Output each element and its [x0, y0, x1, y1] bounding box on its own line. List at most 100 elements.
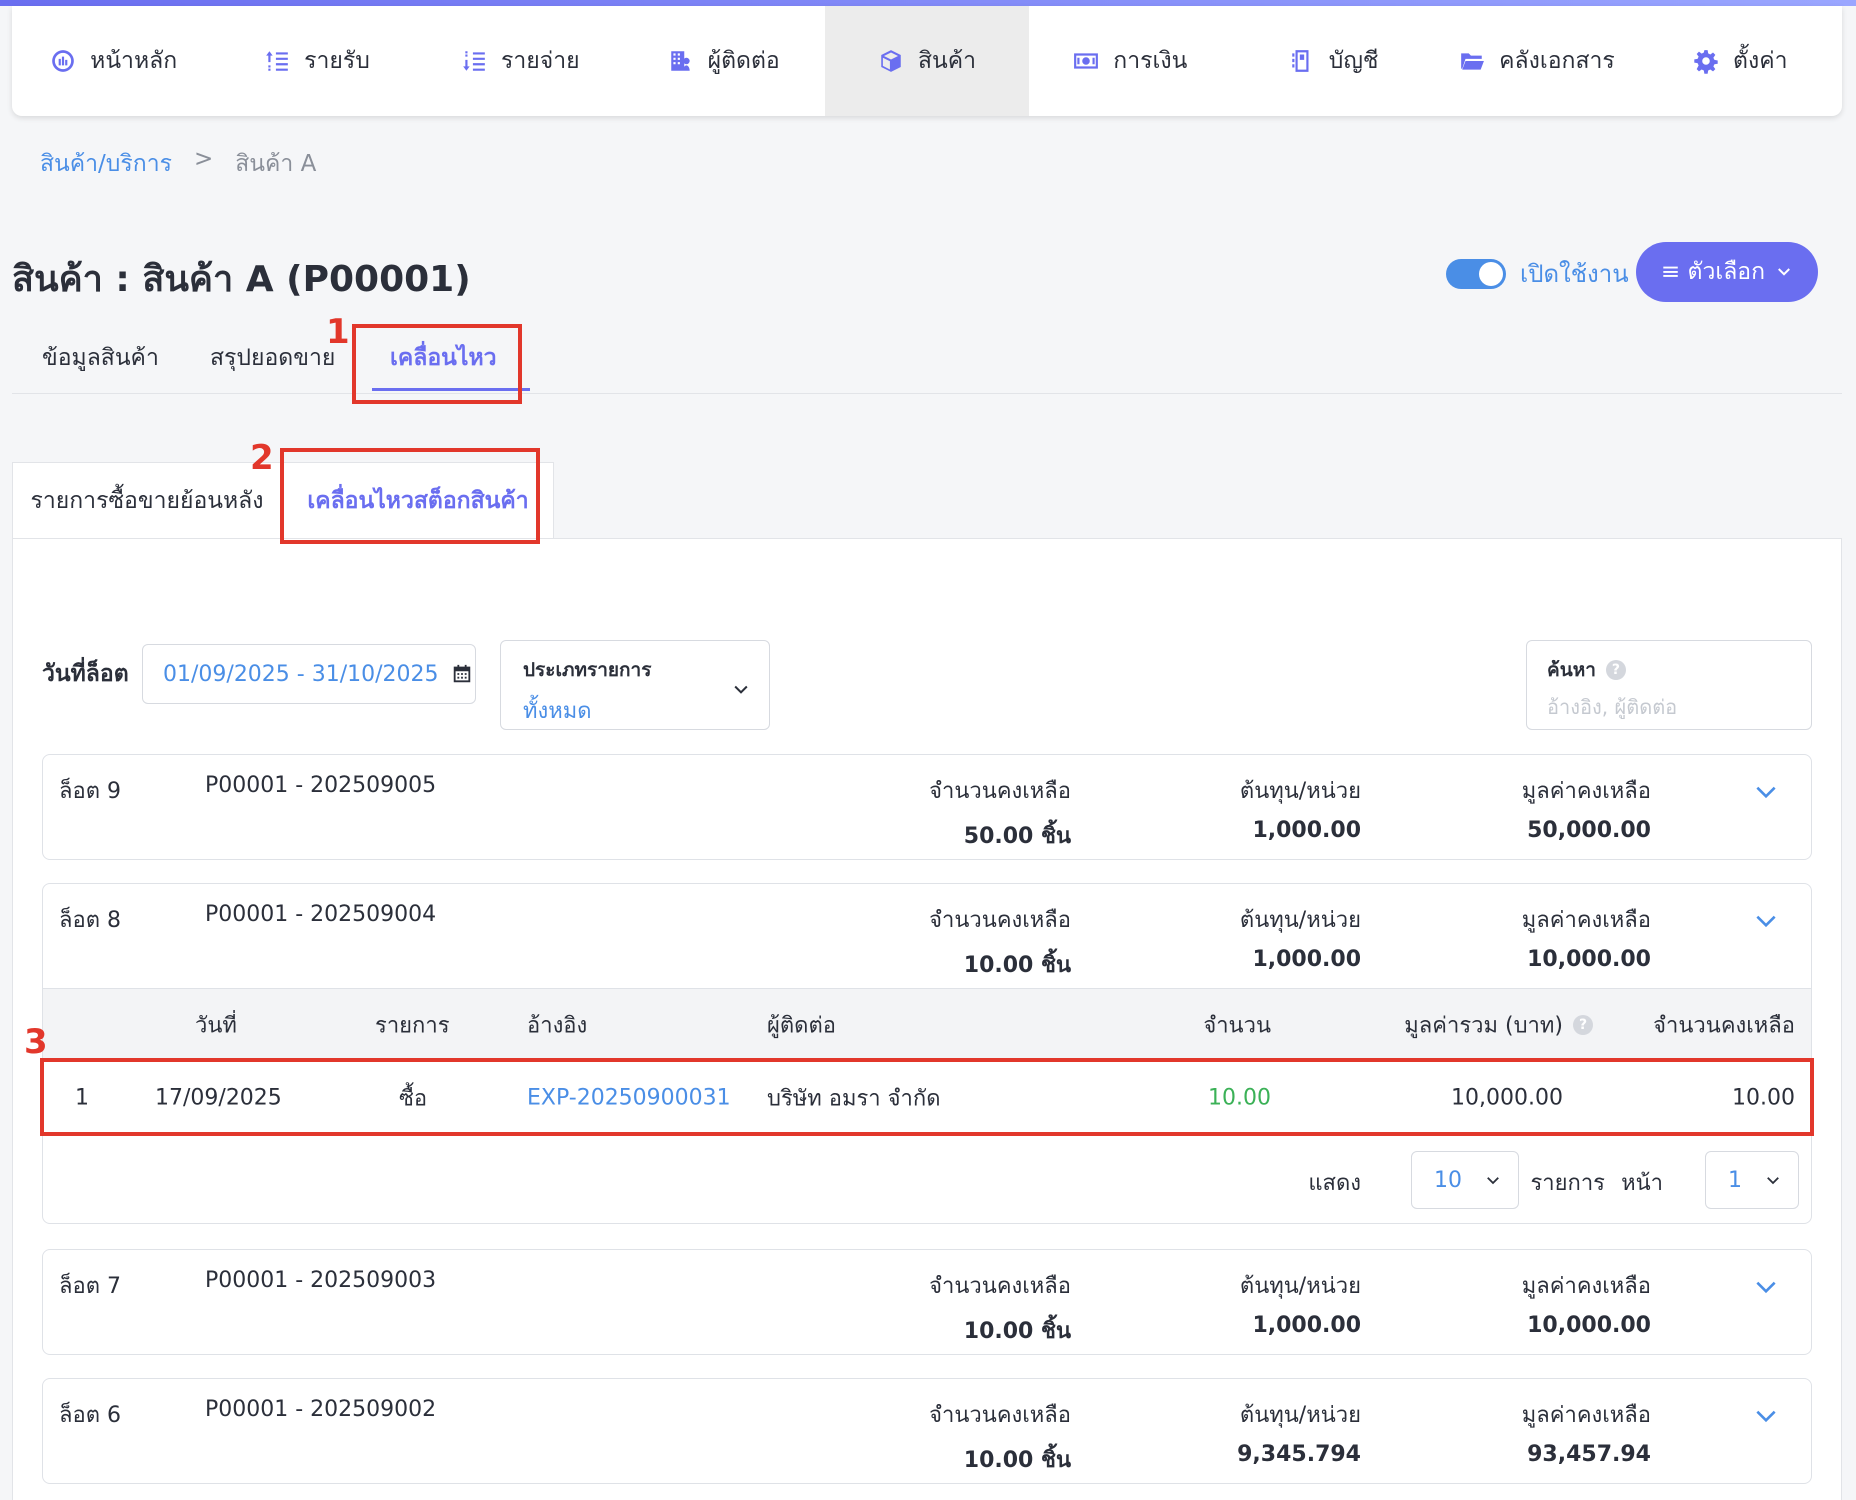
- stat-label: มูลค่าคงเหลือ: [1521, 908, 1651, 933]
- stat-label: ต้นทุน/หน่วย: [1239, 1403, 1361, 1428]
- stat-value: 10.00 ชิ้น: [963, 953, 1071, 978]
- nav-item-contacts[interactable]: ผู้ติดต่อ: [622, 6, 825, 116]
- lot-card-8: ล็อต 8 P00001 - 202509004 จำนวนคงเหลือ 1…: [42, 883, 1812, 1224]
- nav-label: การเงิน: [1113, 48, 1188, 74]
- breadcrumb-separator: >: [193, 146, 214, 172]
- tab-movement[interactable]: เคลื่อนไหว: [390, 345, 497, 371]
- row-reference-link[interactable]: EXP-20250900031: [527, 1085, 731, 1110]
- lot-code: P00001 - 202509002: [205, 1397, 437, 1422]
- nav-item-finance[interactable]: การเงิน: [1029, 6, 1232, 116]
- lot-qty-stat: จำนวนคงเหลือ 10.00 ชิ้น: [929, 902, 1071, 982]
- row-remain: 10.00: [1732, 1085, 1795, 1110]
- stat-label: จำนวนคงเหลือ: [929, 908, 1071, 933]
- lot-qty-stat: จำนวนคงเหลือ 10.00 ชิ้น: [929, 1268, 1071, 1348]
- nav-label: สินค้า: [917, 48, 976, 74]
- gear-icon: [1694, 50, 1718, 74]
- transaction-type-value: ทั้งหมด: [523, 699, 592, 724]
- lot-value-stat: มูลค่าคงเหลือ 50,000.00: [1522, 773, 1651, 843]
- nav-item-products[interactable]: สินค้า: [825, 6, 1029, 116]
- col-contact: ผู้ติดต่อ: [767, 1013, 836, 1039]
- nav-item-settings[interactable]: ตั้งค่า: [1639, 6, 1842, 116]
- status-toggle-label: เปิดใช้งาน: [1520, 260, 1629, 288]
- page-size-label: แสดง: [1308, 1171, 1361, 1196]
- options-button[interactable]: ≡ ตัวเลือก: [1636, 242, 1818, 302]
- nav-label: หน้าหลัก: [90, 48, 178, 74]
- stat-value: 10.00 ชิ้น: [963, 1448, 1071, 1473]
- stat-label: มูลค่าคงเหลือ: [1521, 779, 1651, 804]
- main-tabs: ข้อมูลสินค้า สรุปยอดขาย เคลื่อนไหว: [12, 330, 1842, 394]
- annotation-box-1: [352, 324, 522, 404]
- top-accent-bar: [0, 0, 1856, 6]
- lot-qty-stat: จำนวนคงเหลือ 10.00 ชิ้น: [929, 1397, 1071, 1477]
- page-size-value: 10: [1434, 1167, 1462, 1193]
- chevron-down-icon[interactable]: [1753, 908, 1779, 934]
- items-label: รายการ: [1530, 1171, 1605, 1196]
- date-range-input[interactable]: 01/09/2025 - 31/10/2025: [142, 644, 476, 704]
- col-qty: จำนวน: [1203, 1013, 1271, 1039]
- stat-value: 1,000.00: [1252, 1313, 1361, 1338]
- lot-header[interactable]: ล็อต 6 P00001 - 202509002 จำนวนคงเหลือ 1…: [43, 1379, 1811, 1483]
- help-icon[interactable]: ?: [1573, 1015, 1593, 1035]
- active-tab-indicator: [372, 388, 530, 391]
- annotation-number-2: 2: [250, 438, 274, 478]
- chevron-down-icon[interactable]: [1753, 1274, 1779, 1300]
- table-header-row: วันที่ รายการ อ้างอิง ผู้ติดต่อ จำนวน มู…: [43, 989, 1811, 1061]
- lot-header[interactable]: ล็อต 8 P00001 - 202509004 จำนวนคงเหลือ 1…: [43, 884, 1811, 988]
- col-remain: จำนวนคงเหลือ: [1653, 1013, 1795, 1039]
- search-label: ค้นหา: [1547, 659, 1596, 681]
- breadcrumb-current: สินค้า A: [235, 151, 317, 177]
- lot-card-7: ล็อต 7 P00001 - 202509003 จำนวนคงเหลือ 1…: [42, 1249, 1812, 1355]
- row-contact: บริษัท อมรา จำกัด: [767, 1086, 941, 1111]
- nav-item-accounting[interactable]: บัญชี: [1232, 6, 1435, 116]
- tab-sales-summary[interactable]: สรุปยอดขาย: [210, 345, 336, 371]
- subtab-trade-history[interactable]: รายการซื้อขายย้อนหลัง: [12, 462, 282, 538]
- search-box: ค้นหา ?: [1526, 640, 1812, 730]
- nav-label: คลังเอกสาร: [1499, 48, 1615, 74]
- nav-item-home[interactable]: หน้าหลัก: [12, 6, 215, 116]
- status-toggle[interactable]: [1446, 258, 1506, 289]
- nav-item-documents[interactable]: คลังเอกสาร: [1435, 6, 1638, 116]
- row-date: 17/09/2025: [155, 1085, 282, 1110]
- nav-item-income[interactable]: รายรับ: [215, 6, 418, 116]
- chevron-down-icon[interactable]: [1753, 1403, 1779, 1429]
- stat-label: จำนวนคงเหลือ: [929, 1274, 1071, 1299]
- lot-date-label: วันที่ล็อต: [42, 661, 129, 687]
- breadcrumb: สินค้า/บริการ > สินค้า A: [40, 146, 316, 182]
- annotation-box-3: [40, 1058, 1814, 1136]
- annotation-number-1: 1: [326, 312, 350, 352]
- help-icon[interactable]: ?: [1605, 660, 1626, 680]
- lot-qty-stat: จำนวนคงเหลือ 50.00 ชิ้น: [929, 773, 1071, 853]
- breadcrumb-parent-link[interactable]: สินค้า/บริการ: [40, 151, 172, 177]
- nav-label: ตั้งค่า: [1733, 48, 1788, 74]
- options-button-label: ≡ ตัวเลือก: [1660, 259, 1766, 285]
- lot-code: P00001 - 202509003: [205, 1268, 437, 1293]
- row-number: 1: [75, 1085, 89, 1110]
- nav-item-expense[interactable]: รายจ่าย: [419, 6, 622, 116]
- transaction-type-select[interactable]: ประเภทรายการ ทั้งหมด: [500, 640, 770, 730]
- col-date: วันที่: [195, 1013, 237, 1039]
- stat-label: จำนวนคงเหลือ: [929, 1403, 1071, 1428]
- chevron-down-icon[interactable]: [1753, 779, 1779, 805]
- page-size-select[interactable]: 10: [1411, 1151, 1519, 1209]
- tab-product-info[interactable]: ข้อมูลสินค้า: [42, 345, 159, 371]
- chevron-down-icon: [1767, 1177, 1779, 1185]
- subtab-stock-movement[interactable]: เคลื่อนไหวสต็อกสินค้า: [282, 462, 554, 538]
- row-type: ซื้อ: [399, 1086, 428, 1111]
- lot-name: ล็อต 6: [59, 1403, 121, 1428]
- transaction-type-label: ประเภทรายการ: [523, 659, 652, 681]
- chevron-down-icon: [1487, 1177, 1499, 1185]
- search-label-row: ค้นหา ?: [1547, 655, 1791, 685]
- chevron-down-icon: [734, 685, 748, 694]
- pagination: แสดง 10 รายการ หน้า 1: [43, 1135, 1811, 1223]
- lot-header[interactable]: ล็อต 7 P00001 - 202509003 จำนวนคงเหลือ 1…: [43, 1250, 1811, 1354]
- subtab-label: เคลื่อนไหวสต็อกสินค้า: [307, 487, 529, 514]
- page-select[interactable]: 1: [1705, 1151, 1799, 1209]
- main-navbar: หน้าหลัก รายรับ รายจ่าย ผู้ติดต่อ สินค้า…: [12, 6, 1842, 116]
- subtab-label: รายการซื้อขายย้อนหลัง: [30, 487, 264, 514]
- page-title: สินค้า : สินค้า A (P00001): [12, 259, 471, 300]
- search-input[interactable]: [1547, 695, 1787, 719]
- col-ref: อ้างอิง: [527, 1013, 588, 1039]
- stat-label: มูลค่าคงเหลือ: [1521, 1403, 1651, 1428]
- contacts-icon: [670, 51, 690, 71]
- lot-header[interactable]: ล็อต 9 P00001 - 202509005 จำนวนคงเหลือ 5…: [43, 755, 1811, 859]
